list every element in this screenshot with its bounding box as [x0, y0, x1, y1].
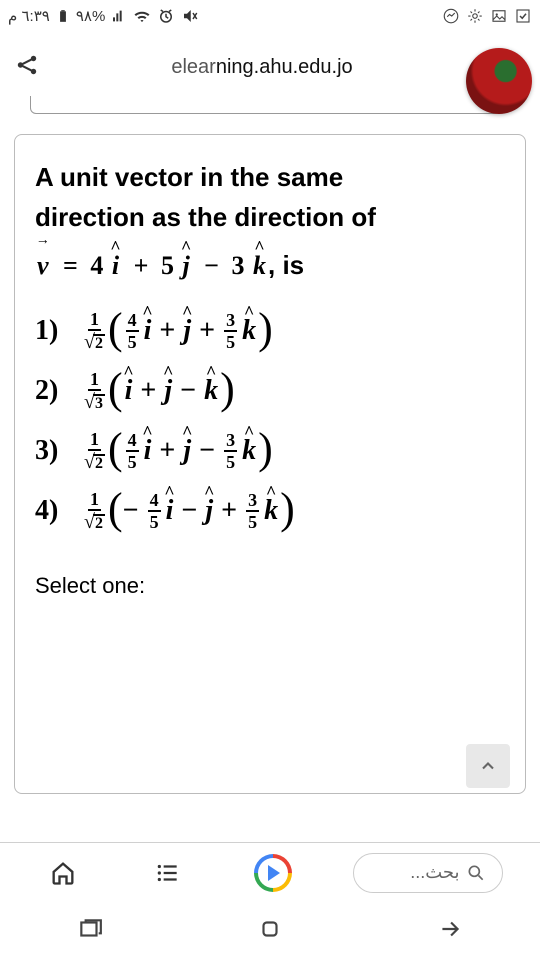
mute-icon — [181, 7, 199, 25]
stem-line-1: A unit vector in the same — [35, 162, 343, 192]
recent-icon — [77, 916, 103, 942]
back-button[interactable] — [437, 916, 463, 947]
menu-button[interactable] — [143, 848, 193, 898]
url-prefix: elear — [171, 56, 215, 78]
search-placeholder: بحث... — [410, 862, 459, 883]
question-stem: A unit vector in the same direction as t… — [35, 157, 507, 238]
stem-line-2: direction as the direction of — [35, 202, 376, 232]
status-left: ٦:٣٩ م ٩٨% — [8, 7, 199, 25]
share-icon[interactable] — [14, 52, 40, 83]
home-nav-button[interactable] — [257, 916, 283, 947]
status-bar: ٦:٣٩ م ٩٨% — [0, 0, 540, 32]
check-icon — [514, 7, 532, 25]
vector-expression: v = 4 i + 5 j − 3 k, is — [35, 250, 507, 281]
vec-v: v — [35, 251, 51, 281]
status-battery: ٩٨% — [76, 7, 105, 25]
gear-icon — [466, 7, 484, 25]
status-right — [442, 7, 532, 25]
option-1[interactable]: 1) 12 ( 45 i + j + 35 k ) — [35, 309, 507, 353]
play-icon — [254, 854, 292, 892]
option-3[interactable]: 3) 12 ( 45 i + j − 35 k ) — [35, 429, 507, 473]
alarm-icon — [157, 7, 175, 25]
avatar[interactable] — [466, 48, 532, 114]
play-button[interactable] — [248, 848, 298, 898]
options-list: 1) 12 ( 45 i + j + 35 k ) 2) 13 ( i + j … — [35, 309, 507, 533]
home-button[interactable] — [38, 848, 88, 898]
scroll-up-button[interactable] — [466, 744, 510, 788]
chevron-up-icon — [478, 756, 498, 776]
image-icon — [490, 7, 508, 25]
url-main: ning.ahu.edu.jo — [216, 56, 353, 78]
android-nav-bar — [0, 902, 540, 960]
home-icon — [49, 859, 77, 887]
status-time: ٦:٣٩ م — [8, 7, 50, 25]
option-2[interactable]: 2) 13 ( i + j − k ) — [35, 369, 507, 413]
card-divider — [30, 96, 500, 114]
option-4[interactable]: 4) 12 ( − 45 i − j + 35 k ) — [35, 489, 507, 533]
home-nav-icon — [257, 916, 283, 942]
select-one-label: Select one: — [35, 573, 507, 599]
browser-bar: elearning.ahu.edu.jo — [0, 32, 540, 102]
search-icon — [466, 863, 486, 883]
wifi-icon — [133, 7, 151, 25]
messenger-icon — [442, 7, 460, 25]
signal-icon — [111, 8, 127, 24]
question-card: A unit vector in the same direction as t… — [14, 134, 526, 794]
recent-apps-button[interactable] — [77, 916, 103, 947]
bottom-toolbar: بحث... — [0, 842, 540, 902]
battery-icon — [56, 9, 70, 23]
back-icon — [437, 916, 463, 942]
url-display[interactable]: elearning.ahu.edu.jo — [58, 56, 526, 79]
list-icon — [155, 860, 181, 886]
search-box[interactable]: بحث... — [353, 853, 503, 893]
